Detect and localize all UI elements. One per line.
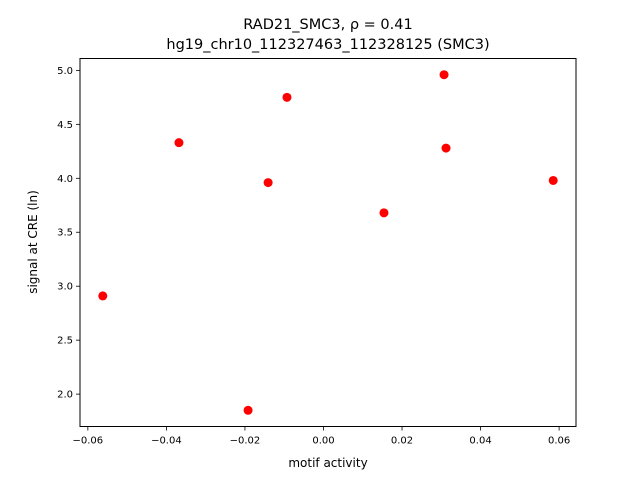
x-tick-label: 0.02: [391, 436, 413, 447]
y-tick-label: 2.0: [57, 390, 73, 401]
data-point: [282, 92, 292, 102]
chart-title-line2: hg19_chr10_112327463_112328125 (SMC3): [166, 37, 489, 53]
y-tick-label: 5.0: [57, 66, 73, 77]
chart-title-line1: RAD21_SMC3, ρ = 0.41: [243, 17, 412, 33]
x-tick-label: 0.06: [548, 436, 570, 447]
y-axis-ticks: 2.0 2.5 3.0 3.5 4.0 4.5 5.0: [57, 66, 80, 401]
y-tick-label: 3.0: [57, 282, 73, 293]
x-tick-label: −0.02: [230, 436, 261, 447]
y-tick-label: 3.5: [57, 228, 73, 239]
plot-frame: [79, 58, 577, 427]
data-point: [439, 70, 449, 80]
x-tick-label: −0.06: [73, 436, 104, 447]
data-points: [98, 70, 558, 415]
data-point: [174, 138, 184, 148]
y-tick-label: 4.0: [57, 174, 73, 185]
data-point: [263, 178, 273, 188]
data-point: [243, 405, 253, 415]
x-tick-label: 0.04: [469, 436, 491, 447]
data-point: [379, 208, 389, 218]
y-tick-label: 4.5: [57, 120, 73, 131]
y-tick-label: 2.5: [57, 336, 73, 347]
x-axis-label: motif activity: [288, 456, 367, 470]
x-tick-label: 0.00: [312, 436, 334, 447]
data-point: [98, 291, 108, 301]
x-tick-label: −0.04: [151, 436, 182, 447]
y-axis-label: signal at CRE (ln): [26, 190, 40, 294]
x-axis-ticks: −0.06 −0.04 −0.02 0.00 0.02 0.04 0.06: [73, 426, 570, 447]
data-point: [548, 175, 558, 185]
data-point: [441, 143, 451, 153]
